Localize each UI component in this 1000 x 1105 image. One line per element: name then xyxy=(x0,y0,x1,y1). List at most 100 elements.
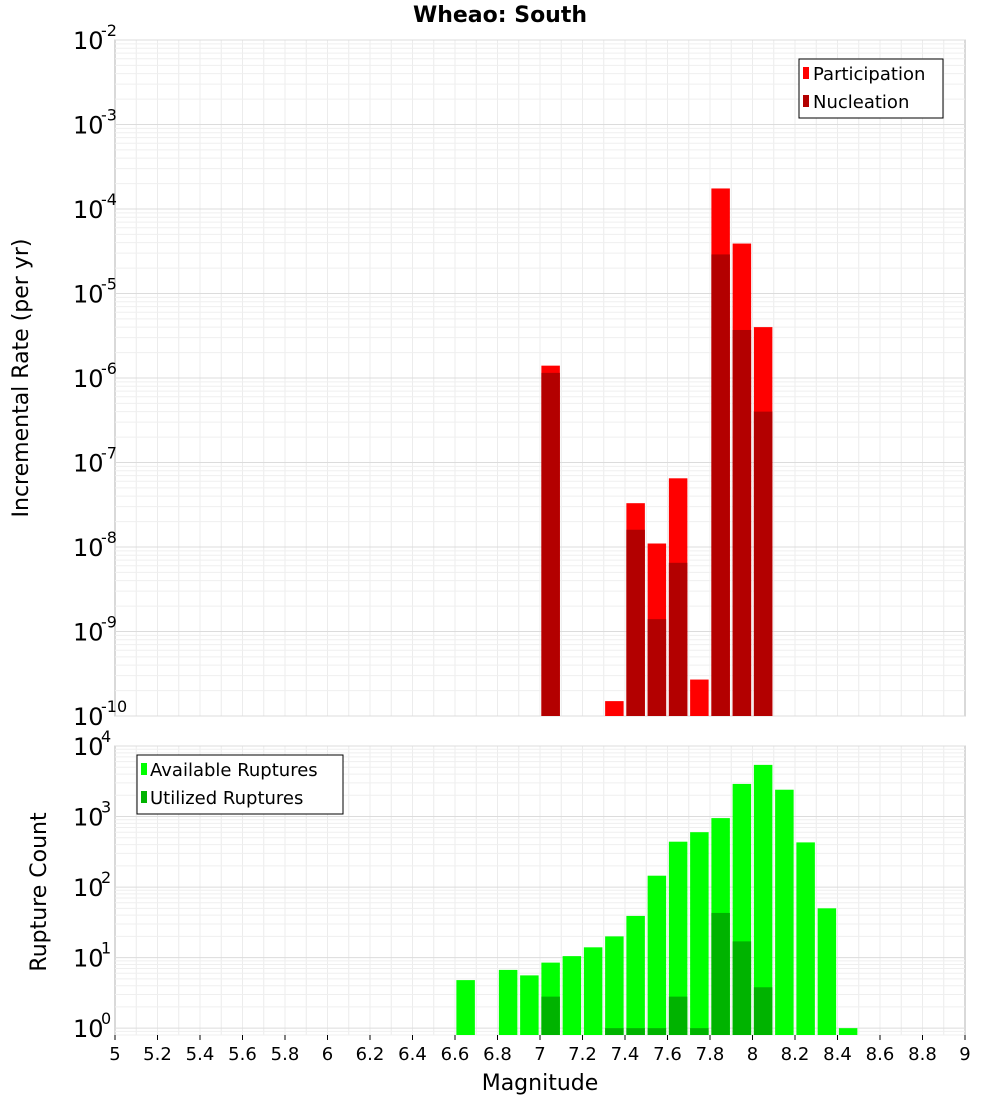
bottom-bar-series-a xyxy=(796,842,815,1035)
bottom-bar-series-a xyxy=(456,980,475,1035)
top-y-tick-label: 10 xyxy=(73,281,104,309)
bottom-bar-series-a xyxy=(753,764,773,1035)
legend-swatch-participation xyxy=(803,67,809,79)
bottom-bar-series-a xyxy=(690,832,709,1035)
top-y-tick-exponent: -2 xyxy=(101,21,117,40)
legend-label-participation: Participation xyxy=(813,64,925,85)
bottom-bar-series-a xyxy=(668,841,688,1035)
legend-swatch-available xyxy=(141,763,147,775)
bottom-bars xyxy=(456,764,858,1035)
bottom-y-tick-exponent: 1 xyxy=(101,939,111,958)
x-tick-label: 8 xyxy=(747,1044,758,1065)
bottom-grid xyxy=(115,745,965,1036)
top-y-tick-label: 10 xyxy=(73,27,104,55)
chart-title: Wheao: South xyxy=(413,3,587,28)
x-tick-label: 9 xyxy=(959,1044,970,1065)
bottom-bar-series-a xyxy=(838,1028,858,1035)
x-axis-title: Magnitude xyxy=(482,1071,599,1096)
x-tick-label: 5 xyxy=(109,1044,120,1065)
x-tick-label: 7.2 xyxy=(568,1044,597,1065)
x-tick-label: 6.6 xyxy=(441,1044,470,1065)
x-tick-label: 7.8 xyxy=(696,1044,725,1065)
bottom-bar-series-b xyxy=(605,1028,624,1035)
bottom-y-axis-title: Rupture Count xyxy=(27,812,52,972)
legend-label-nucleation: Nucleation xyxy=(813,92,909,113)
top-y-tick-exponent: -10 xyxy=(101,697,127,716)
top-bar-series-b xyxy=(753,411,773,716)
x-tick-label: 6.8 xyxy=(483,1044,512,1065)
bottom-bar-series-a xyxy=(775,789,794,1035)
x-tick-label: 7 xyxy=(534,1044,545,1065)
bottom-y-tick-label: 10 xyxy=(73,804,104,832)
x-tick-label: 5.2 xyxy=(143,1044,172,1065)
top-bar-series-a xyxy=(690,679,709,716)
top-y-tick-exponent: -8 xyxy=(101,528,117,547)
top-bar-series-b xyxy=(626,529,645,716)
x-tick-label: 5.4 xyxy=(186,1044,215,1065)
top-legend-box xyxy=(798,58,944,119)
top-y-tick-exponent: -3 xyxy=(101,106,117,125)
bottom-bar-series-b xyxy=(647,1028,667,1035)
top-y-tick-exponent: -7 xyxy=(101,444,117,463)
bottom-bar-series-a xyxy=(817,908,837,1035)
top-y-tick-exponent: -4 xyxy=(101,190,117,209)
bottom-bar-series-a xyxy=(520,975,539,1035)
top-bar-series-a xyxy=(605,701,624,716)
bottom-bar-series-b xyxy=(541,996,560,1035)
legend-label-available: Available Ruptures xyxy=(150,760,318,781)
bottom-y-tick-label: 10 xyxy=(73,945,104,973)
top-y-axis-title: Incremental Rate (per yr) xyxy=(9,239,34,518)
bottom-bar-series-a xyxy=(647,875,667,1035)
bottom-bar-series-b xyxy=(668,996,688,1035)
top-y-tick-label: 10 xyxy=(73,619,104,647)
legend-swatch-utilized xyxy=(141,791,147,803)
bottom-bar-series-b xyxy=(711,912,730,1035)
legend-label-utilized: Utilized Ruptures xyxy=(150,788,303,809)
bottom-legend-box xyxy=(136,754,344,815)
bottom-y-tick-exponent: 2 xyxy=(101,868,111,887)
bottom-legend: Available Ruptures Utilized Ruptures xyxy=(136,754,344,815)
bottom-y-tick-label: 10 xyxy=(73,874,104,902)
top-y-tick-label: 10 xyxy=(73,365,104,393)
top-grid xyxy=(115,39,965,717)
top-y-tick-exponent: -6 xyxy=(101,359,117,378)
bottom-bar-series-a xyxy=(562,956,582,1035)
x-ticks: 5 5.2 5.4 5.6 5.8 6 6.2 6.4 6.6 6.8 7 7.2 7.4 7.6 7.8 8… xyxy=(109,1035,971,1065)
x-tick-label: 8.8 xyxy=(908,1044,937,1065)
x-tick-label: 6.4 xyxy=(398,1044,427,1065)
x-tick-label: 7.6 xyxy=(653,1044,682,1065)
top-y-tick-label: 10 xyxy=(73,196,104,224)
top-y-tick-label: 10 xyxy=(73,534,104,562)
top-y-tick-label: 10 xyxy=(73,450,104,478)
top-bar-series-b xyxy=(541,372,560,716)
x-tick-label: 6.2 xyxy=(356,1044,385,1065)
x-tick-label: 5.8 xyxy=(271,1044,300,1065)
bottom-y-tick-exponent: 3 xyxy=(101,798,111,817)
top-bar-series-b xyxy=(732,329,752,716)
bottom-bar-series-b xyxy=(732,941,752,1035)
top-y-tick-label: 10 xyxy=(73,703,104,731)
top-bar-series-b xyxy=(668,562,688,716)
top-y-tick-exponent: -9 xyxy=(101,613,117,632)
bottom-y-tick-exponent: 4 xyxy=(101,727,111,746)
x-tick-label: 7.4 xyxy=(611,1044,640,1065)
top-y-tick-label: 10 xyxy=(73,112,104,140)
bottom-bar-series-a xyxy=(583,947,603,1035)
bottom-bar-series-a xyxy=(498,969,518,1035)
bottom-y-tick-label: 10 xyxy=(73,733,104,761)
x-tick-label: 8.4 xyxy=(823,1044,852,1065)
bottom-bar-series-b xyxy=(690,1028,709,1035)
bottom-bar-series-a xyxy=(626,915,645,1035)
bottom-bar-series-b xyxy=(626,1028,645,1035)
bottom-bar-series-b xyxy=(753,987,773,1035)
bottom-y-tick-exponent: 0 xyxy=(101,1009,111,1028)
top-bars xyxy=(541,188,773,717)
top-bar-series-b xyxy=(647,619,667,716)
bottom-bar-series-a xyxy=(605,936,624,1035)
